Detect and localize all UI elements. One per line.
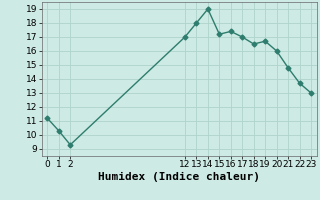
X-axis label: Humidex (Indice chaleur): Humidex (Indice chaleur) xyxy=(98,172,260,182)
